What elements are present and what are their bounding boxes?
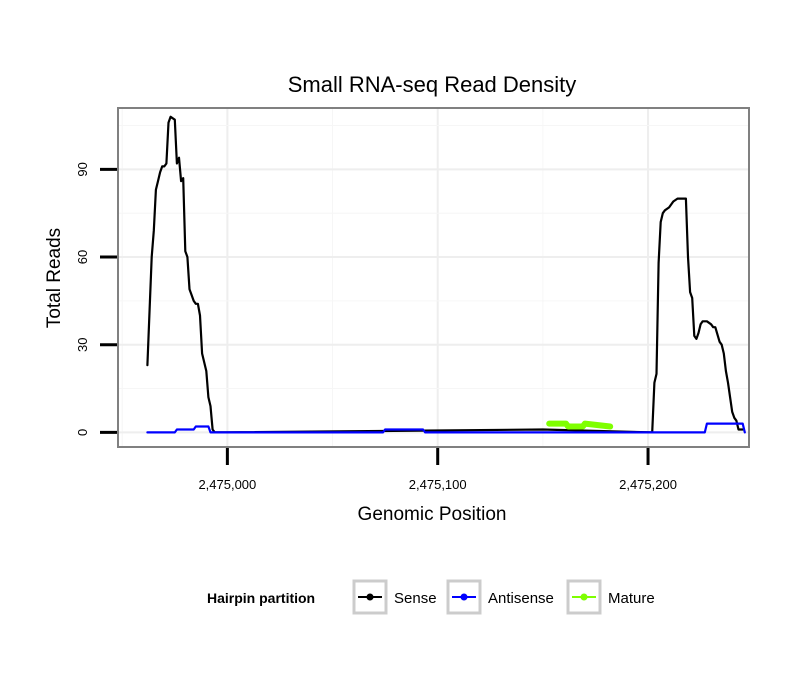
plot-panel bbox=[117, 107, 750, 448]
plot-border bbox=[117, 107, 750, 448]
x-tick-label: 2,475,000 bbox=[198, 477, 256, 492]
legend-items: Sense Antisense Mature bbox=[352, 579, 655, 615]
legend-label-sense: Sense bbox=[394, 590, 437, 607]
plot-background bbox=[118, 108, 749, 447]
y-axis: 0 30 60 90 bbox=[75, 162, 117, 436]
y-tick-label: 90 bbox=[75, 162, 90, 176]
series-line-sense bbox=[146, 115, 744, 434]
y-tick-label: 0 bbox=[75, 429, 90, 436]
y-tick-label: 30 bbox=[75, 337, 90, 351]
y-tick-label: 60 bbox=[75, 250, 90, 264]
series-line-antisense bbox=[146, 422, 746, 434]
series-layer bbox=[146, 115, 746, 434]
x-axis-title: Genomic Position bbox=[358, 504, 507, 525]
x-axis: 2,475,000 2,475,100 2,475,200 bbox=[198, 448, 677, 492]
legend-label-antisense: Antisense bbox=[488, 590, 554, 607]
legend-key-dot bbox=[366, 593, 374, 601]
chart-title: Small RNA-seq Read Density bbox=[288, 72, 577, 97]
x-tick-label: 2,475,100 bbox=[409, 477, 467, 492]
legend-key-dot bbox=[580, 593, 588, 601]
legend-key-dot bbox=[460, 593, 468, 601]
series-line-mature bbox=[546, 420, 614, 430]
legend: Hairpin partition Sense Antisense Mature bbox=[207, 579, 655, 615]
y-axis-title: Total Reads bbox=[44, 228, 65, 328]
legend-label-mature: Mature bbox=[608, 590, 655, 607]
x-tick-label: 2,475,200 bbox=[619, 477, 677, 492]
legend-title: Hairpin partition bbox=[207, 590, 315, 606]
